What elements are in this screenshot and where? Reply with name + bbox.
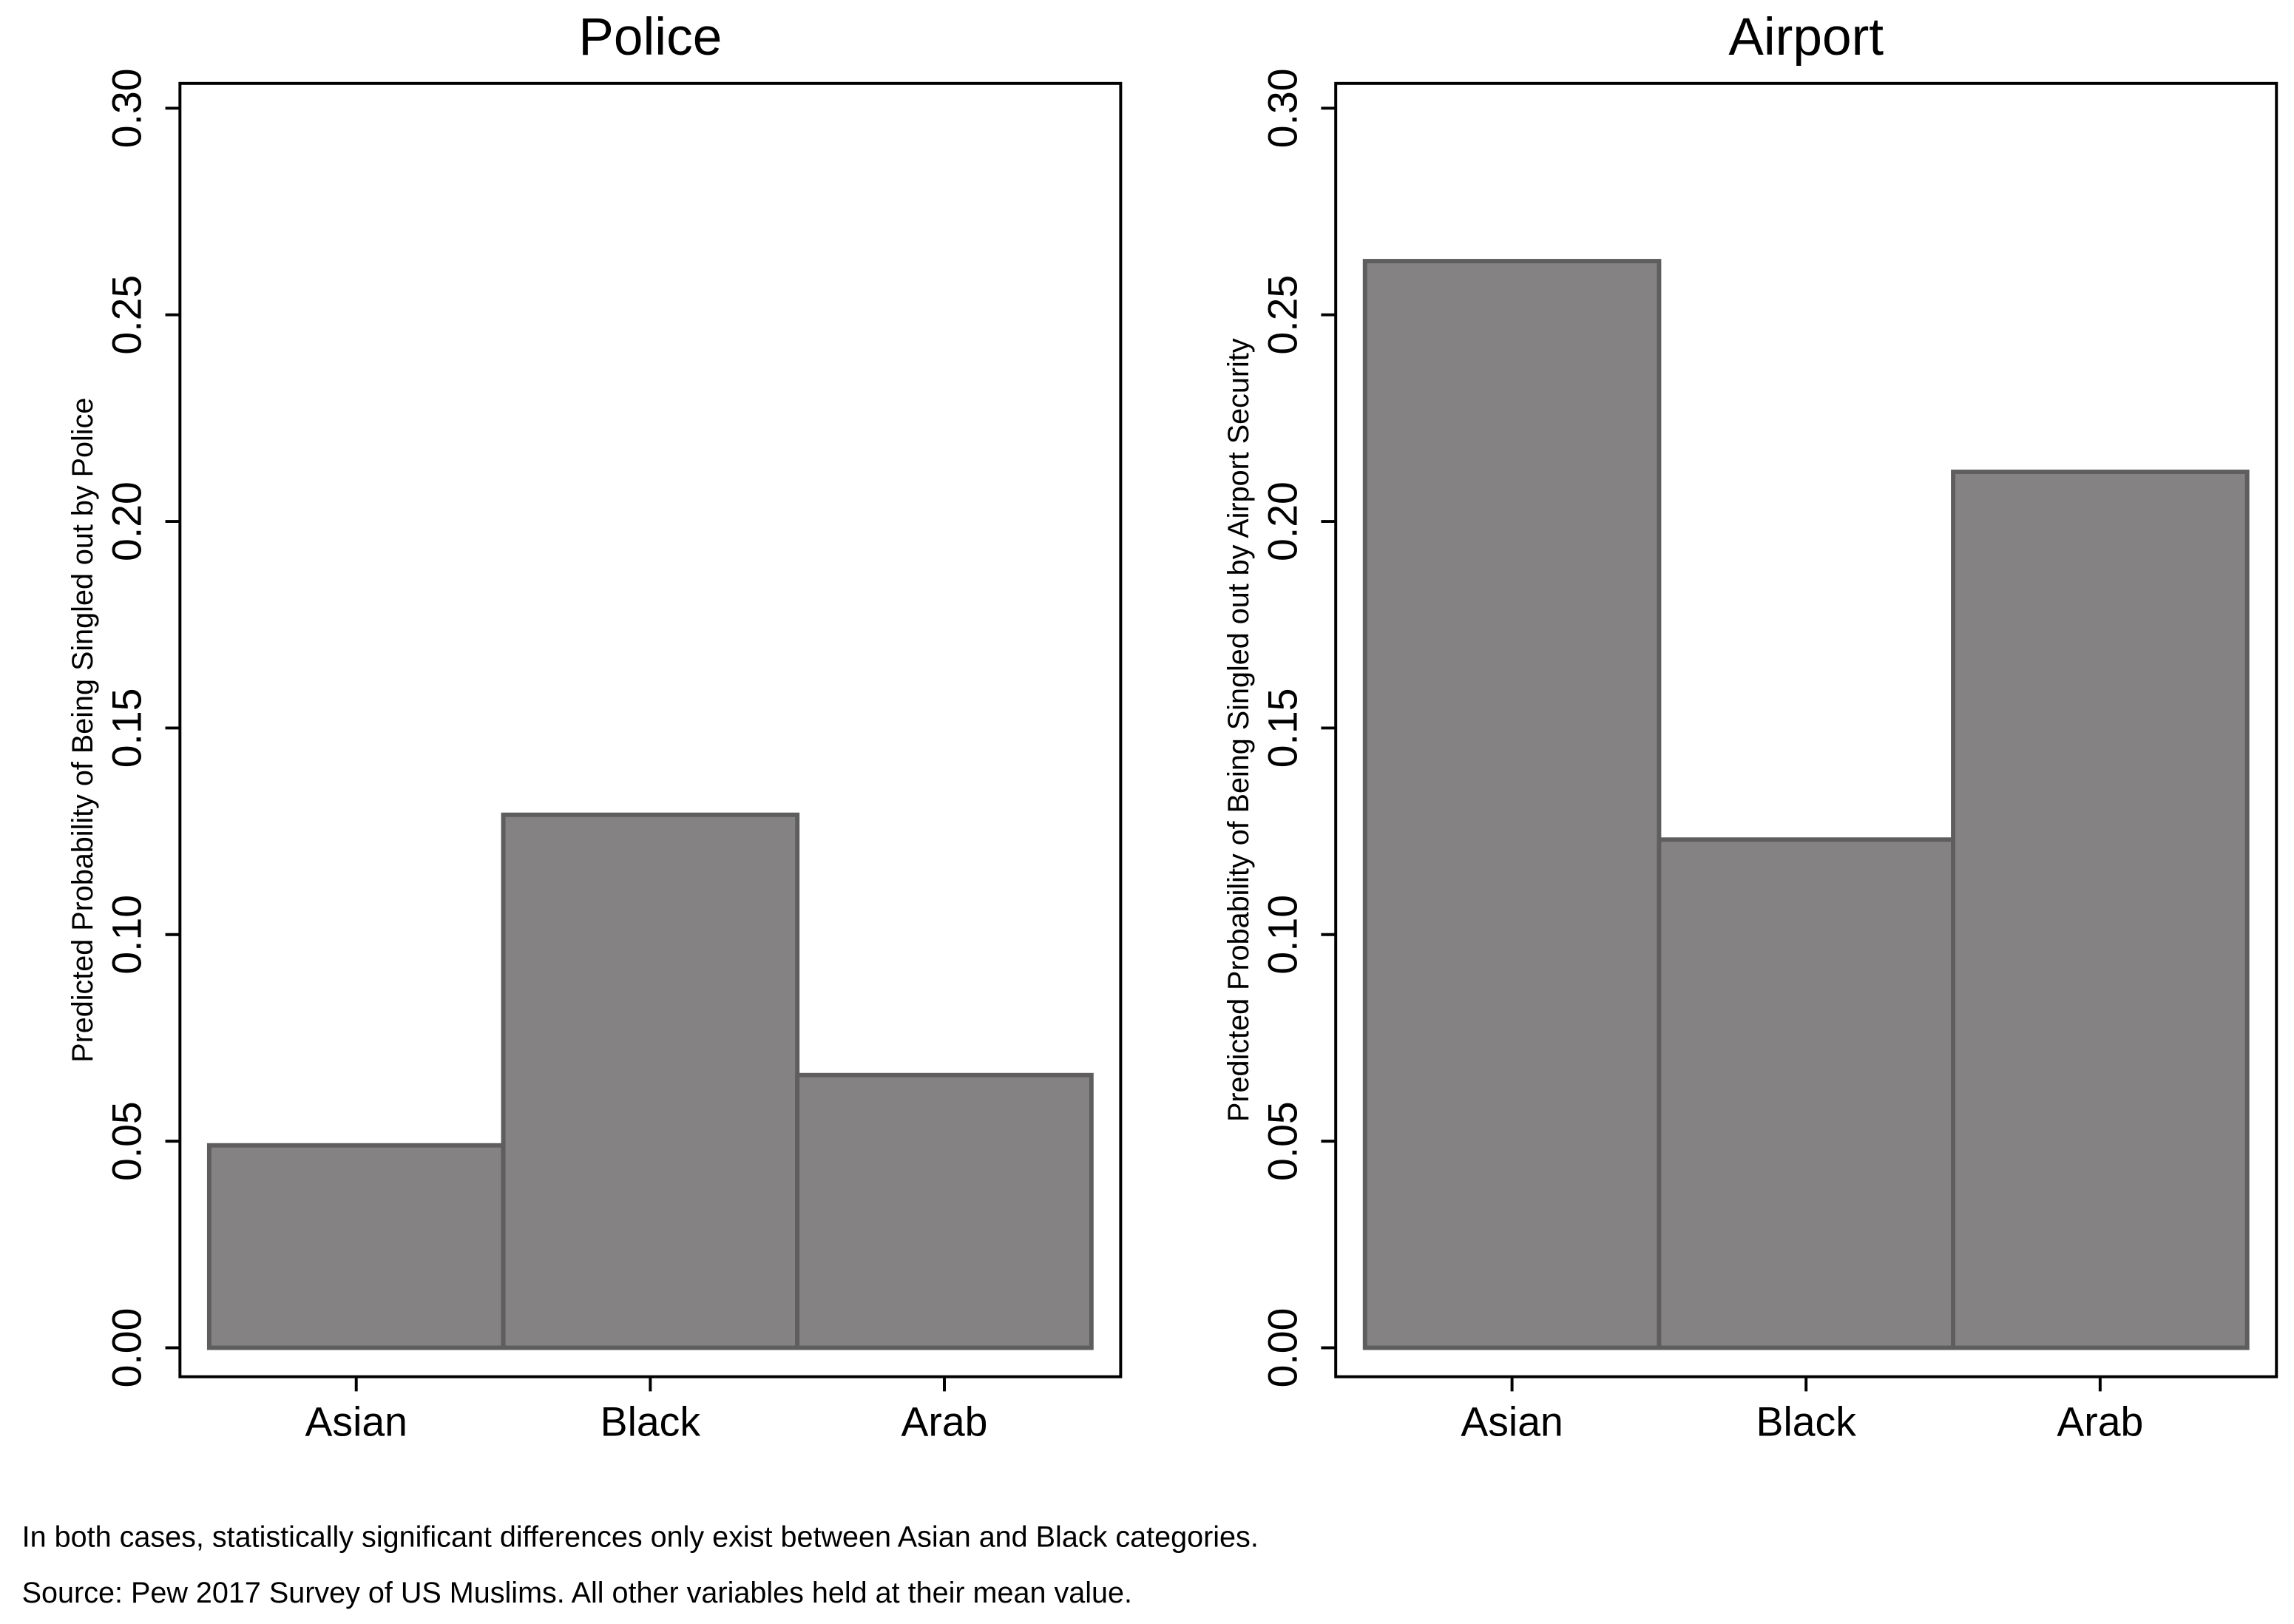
x-tick-label: Black bbox=[1756, 1399, 1857, 1445]
y-tick-label: 0.20 bbox=[104, 481, 150, 561]
y-tick-label: 0.05 bbox=[1260, 1101, 1306, 1181]
bar bbox=[1657, 837, 1956, 1350]
x-tick-label: Asian bbox=[305, 1399, 407, 1445]
note: Source: Pew 2017 Survey of US Muslims. A… bbox=[22, 1577, 1132, 1609]
y-axis-label: Predicted Probability of Being Singled o… bbox=[1222, 338, 1255, 1122]
y-tick-label: 0.00 bbox=[104, 1308, 150, 1388]
y-axis-label: Predicted Probability of Being Singled o… bbox=[67, 398, 99, 1063]
y-tick-label: 0.10 bbox=[1260, 895, 1306, 975]
x-tick-label: Black bbox=[600, 1399, 701, 1445]
bar bbox=[1951, 470, 2250, 1350]
plot-frame bbox=[1334, 81, 2278, 1378]
y-tick-label: 0.15 bbox=[104, 688, 150, 768]
y-tick-label: 0.15 bbox=[1260, 688, 1306, 768]
y-tick-label: 0.30 bbox=[104, 68, 150, 148]
y-tick-label: 0.20 bbox=[1260, 481, 1306, 561]
x-tick-label: Arab bbox=[2057, 1399, 2143, 1445]
chart-title: Police bbox=[578, 8, 722, 67]
y-tick-label: 0.25 bbox=[1260, 275, 1306, 355]
y-tick-label: 0.30 bbox=[1260, 68, 1306, 148]
y-tick-label: 0.25 bbox=[104, 275, 150, 355]
bar bbox=[795, 1072, 1094, 1350]
y-tick-label: 0.10 bbox=[104, 895, 150, 975]
x-tick-label: Arab bbox=[901, 1399, 988, 1445]
chart-title: Airport bbox=[1728, 8, 1884, 67]
y-tick-label: 0.05 bbox=[104, 1101, 150, 1181]
note: In both cases, statistically significant… bbox=[22, 1521, 1259, 1554]
bar bbox=[501, 812, 800, 1350]
bar bbox=[206, 1143, 506, 1350]
x-tick-label: Asian bbox=[1461, 1399, 1563, 1445]
y-tick-label: 0.00 bbox=[1260, 1308, 1306, 1388]
bar bbox=[1362, 259, 1662, 1350]
plot-frame bbox=[178, 81, 1123, 1378]
